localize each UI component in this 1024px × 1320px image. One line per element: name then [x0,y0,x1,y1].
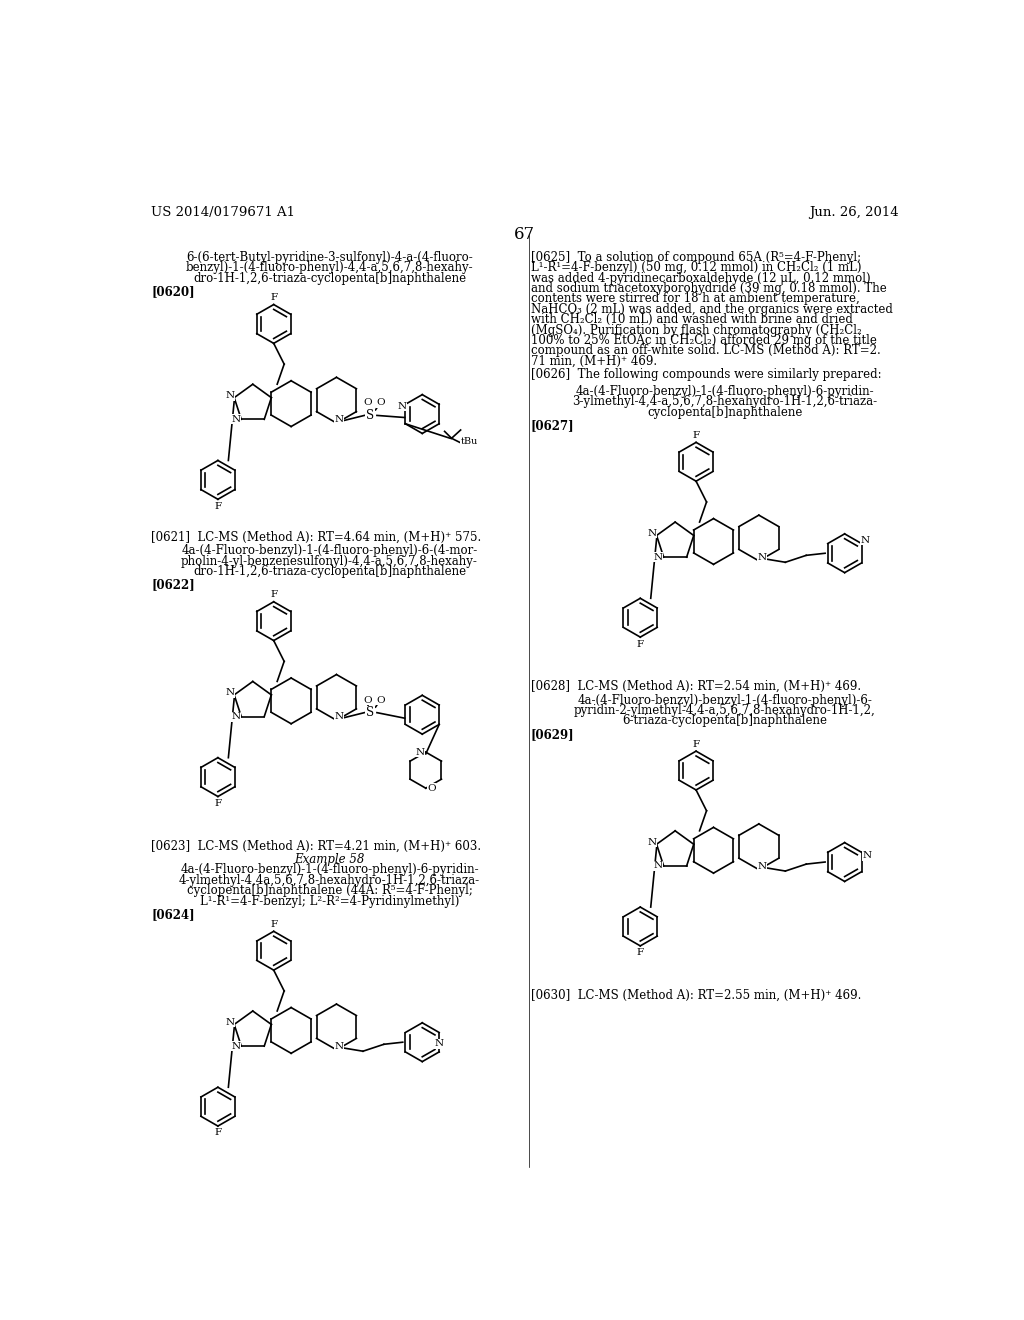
Text: N: N [860,536,869,545]
Text: F: F [692,430,699,440]
Text: [0629]: [0629] [531,727,574,741]
Text: N: N [225,688,234,697]
Text: N: N [335,713,344,721]
Text: O: O [427,784,435,793]
Text: cyclopenta[b]naphthalene: cyclopenta[b]naphthalene [647,405,803,418]
Text: O: O [376,399,385,408]
Text: 6-triaza-cyclopenta[b]naphthalene: 6-triaza-cyclopenta[b]naphthalene [623,714,827,727]
Text: US 2014/0179671 A1: US 2014/0179671 A1 [152,206,295,219]
Text: [0630]  LC-MS (Method A): RT=2.55 min, (M+H)⁺ 469.: [0630] LC-MS (Method A): RT=2.55 min, (M… [531,989,861,1002]
Text: N: N [225,1018,234,1027]
Text: O: O [364,696,372,705]
Text: S: S [366,706,374,719]
Text: F: F [214,1129,221,1138]
Text: N: N [757,862,766,871]
Text: Example 58: Example 58 [294,853,365,866]
Text: F: F [692,739,699,748]
Text: Jun. 26, 2014: Jun. 26, 2014 [809,206,898,219]
Text: N: N [335,1041,344,1051]
Text: 6-(6-tert-Butyl-pyridine-3-sulfonyl)-4-a-(4-fluoro-: 6-(6-tert-Butyl-pyridine-3-sulfonyl)-4-a… [186,251,473,264]
Text: N: N [335,414,344,424]
Text: N: N [653,862,663,870]
Text: 3-ylmethyl-4,4-a,5,6,7,8-hexahydro-1H-1,2,6-triaza-: 3-ylmethyl-4,4-a,5,6,7,8-hexahydro-1H-1,… [572,395,878,408]
Text: N: N [434,1039,443,1048]
Text: N: N [648,838,657,846]
Text: was added 4-pyridinecarboxaldehyde (12 μL, 0.12 mmol): was added 4-pyridinecarboxaldehyde (12 μ… [531,272,870,285]
Text: dro-1H-1,2,6-triaza-cyclopenta[b]naphthalene: dro-1H-1,2,6-triaza-cyclopenta[b]naphtha… [193,272,466,285]
Text: and sodium triacetoxyborohydride (39 mg, 0.18 mmol). The: and sodium triacetoxyborohydride (39 mg,… [531,282,887,294]
Text: 4a-(4-Fluoro-benzyl)-1-(4-fluoro-phenyl)-6-(4-mor-: 4a-(4-Fluoro-benzyl)-1-(4-fluoro-phenyl)… [181,544,477,557]
Text: tBu: tBu [461,437,478,446]
Text: [0627]: [0627] [531,418,574,432]
Text: F: F [637,639,644,648]
Text: [0621]  LC-MS (Method A): RT=4.64 min, (M+H)⁺ 575.: [0621] LC-MS (Method A): RT=4.64 min, (M… [152,531,481,544]
Text: [0628]  LC-MS (Method A): RT=2.54 min, (M+H)⁺ 469.: [0628] LC-MS (Method A): RT=2.54 min, (M… [531,680,861,693]
Text: F: F [637,948,644,957]
Text: N: N [416,747,425,756]
Text: [0620]: [0620] [152,285,195,298]
Text: F: F [270,590,278,599]
Text: N: N [231,414,241,424]
Text: benzyl)-1-(4-fluoro-phenyl)-4,4-a,5,6,7,8-hexahy-: benzyl)-1-(4-fluoro-phenyl)-4,4-a,5,6,7,… [185,261,473,275]
Text: [0622]: [0622] [152,578,195,591]
Text: N: N [862,851,871,861]
Text: dro-1H-1,2,6-triaza-cyclopenta[b]naphthalene: dro-1H-1,2,6-triaza-cyclopenta[b]naphtha… [193,565,466,578]
Text: N: N [231,711,241,721]
Text: cyclopenta[b]naphthalene (44A: R⁵=4-F-Phenyl;: cyclopenta[b]naphthalene (44A: R⁵=4-F-Ph… [186,884,472,898]
Text: [0623]  LC-MS (Method A): RT=4.21 min, (M+H)⁺ 603.: [0623] LC-MS (Method A): RT=4.21 min, (M… [152,840,481,853]
Text: [0625]  To a solution of compound 65A (R⁵=4-F-Phenyl;: [0625] To a solution of compound 65A (R⁵… [531,251,861,264]
Text: N: N [653,553,663,562]
Text: with CH₂Cl₂ (10 mL) and washed with brine and dried: with CH₂Cl₂ (10 mL) and washed with brin… [531,313,853,326]
Text: L¹-R¹=4-F-benzyl) (50 mg, 0.12 mmol) in CH₂Cl₂ (1 mL): L¹-R¹=4-F-benzyl) (50 mg, 0.12 mmol) in … [531,261,861,275]
Text: F: F [270,920,278,929]
Text: N: N [757,553,766,562]
Text: N: N [231,1041,241,1051]
Text: 4a-(4-Fluoro-benzyl)-1-(4-fluoro-phenyl)-6-pyridin-: 4a-(4-Fluoro-benzyl)-1-(4-fluoro-phenyl)… [180,863,479,876]
Text: [0626]  The following compounds were similarly prepared:: [0626] The following compounds were simi… [531,368,882,381]
Text: pholin-4-yl-benzenesulfonyl)-4,4-a,5,6,7,8-hexahy-: pholin-4-yl-benzenesulfonyl)-4,4-a,5,6,7… [181,554,478,568]
Text: 71 min, (M+H)⁺ 469.: 71 min, (M+H)⁺ 469. [531,355,657,368]
Text: F: F [270,293,278,302]
Text: O: O [376,696,385,705]
Text: O: O [364,399,372,408]
Text: N: N [648,529,657,537]
Text: F: F [214,799,221,808]
Text: S: S [366,409,374,422]
Text: 4a-(4-Fluoro-benzyl)-benzyl-1-(4-fluoro-phenyl)-6-: 4a-(4-Fluoro-benzyl)-benzyl-1-(4-fluoro-… [578,693,872,706]
Text: 67: 67 [514,226,536,243]
Text: 100% to 25% EtOAc in CH₂Cl₂) afforded 29 mg of the title: 100% to 25% EtOAc in CH₂Cl₂) afforded 29… [531,334,877,347]
Text: [0624]: [0624] [152,908,195,921]
Text: L¹-R¹=4-F-benzyl; L²-R²=4-Pyridinylmethyl): L¹-R¹=4-F-benzyl; L²-R²=4-Pyridinylmethy… [200,895,459,908]
Text: N: N [397,401,407,411]
Text: 4a-(4-Fluoro-benzyl)-1-(4-fluoro-phenyl)-6-pyridin-: 4a-(4-Fluoro-benzyl)-1-(4-fluoro-phenyl)… [575,385,874,397]
Text: NaHCO₃ (2 mL) was added, and the organics were extracted: NaHCO₃ (2 mL) was added, and the organic… [531,302,893,315]
Text: contents were stirred for 18 h at ambient temperature,: contents were stirred for 18 h at ambien… [531,293,860,305]
Text: pyridin-2-ylmethyl-4,4-a,5,6,7,8-hexahydro-1H-1,2,: pyridin-2-ylmethyl-4,4-a,5,6,7,8-hexahyd… [573,704,876,717]
Text: 4-ylmethyl-4,4a,5,6,7,8-hexahydro-1H-1,2,6-triaza-: 4-ylmethyl-4,4a,5,6,7,8-hexahydro-1H-1,2… [179,874,480,887]
Text: compound as an off-white solid. LC-MS (Method A): RT=2.: compound as an off-white solid. LC-MS (M… [531,345,881,358]
Text: F: F [214,502,221,511]
Text: (MgSO₄). Purification by flash chromatography (CH₂Cl₂: (MgSO₄). Purification by flash chromatog… [531,323,862,337]
Text: N: N [225,391,234,400]
